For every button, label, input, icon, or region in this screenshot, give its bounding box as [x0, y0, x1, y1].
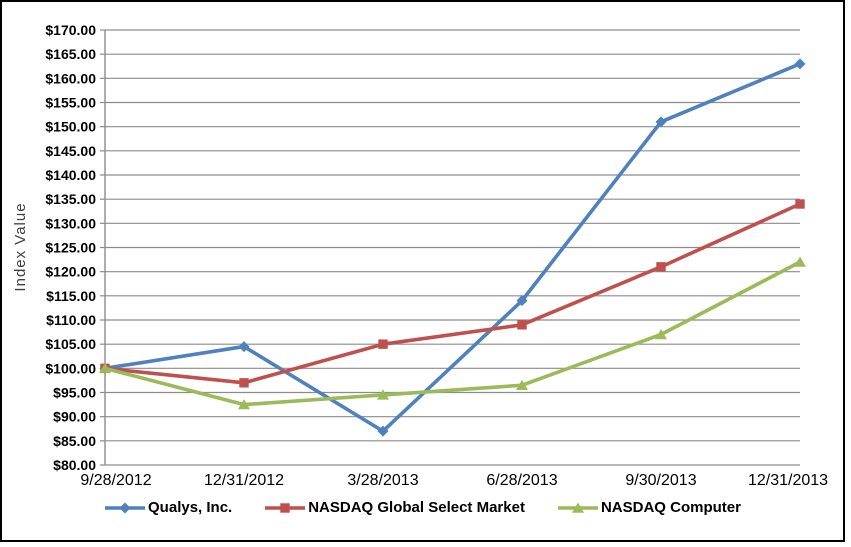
legend: Qualys, Inc. NASDAQ Global Select Market…: [2, 499, 843, 516]
data-point-triangle: [794, 256, 806, 267]
legend-item-nasdaq-global-select: NASDAQ Global Select Market: [264, 499, 525, 516]
data-point-diamond: [377, 425, 389, 437]
data-point-triangle: [655, 329, 667, 340]
data-point-square: [656, 262, 666, 272]
data-point-triangle: [99, 362, 111, 374]
series-line: [103, 202, 802, 385]
data-point-diamond: [794, 58, 806, 70]
data-point-triangle: [377, 389, 389, 400]
y-tick-label: $85.00: [53, 433, 96, 449]
y-tick-label: $100.00: [45, 360, 96, 376]
x-tick-label: 6/28/2013: [486, 472, 557, 489]
y-tick-label: $125.00: [45, 240, 96, 256]
x-tick-label: 12/31/2013: [748, 472, 828, 489]
y-tick-label: $120.00: [45, 264, 96, 280]
y-tick-label: $145.00: [45, 143, 96, 159]
y-tick-label: $150.00: [45, 119, 96, 135]
data-point-square: [378, 339, 388, 349]
performance-line-chart: $170.00 $165.00 $160.00 $155.00 $150.00 $145.…: [45, 22, 828, 489]
gridlines: [105, 29, 800, 466]
data-point-diamond: [238, 341, 250, 353]
series-triangle: [99, 256, 806, 410]
legend-marker-triangle-icon: [557, 502, 598, 513]
y-tick-label: $155.00: [45, 95, 96, 111]
legend-label-nasdaq-computer: NASDAQ Computer: [600, 499, 741, 516]
x-tick-label: 12/31/2012: [204, 472, 284, 489]
series-square: [100, 199, 805, 388]
y-tick-label: $80.00: [53, 457, 96, 473]
y-tick-label: $95.00: [53, 385, 96, 401]
series-line: [103, 62, 802, 433]
legend-label-nasdaq-global-select: NASDAQ Global Select Market: [308, 499, 525, 516]
data-point-triangle: [238, 399, 250, 410]
data-point-square: [517, 320, 527, 330]
x-tick-label: 9/28/2012: [80, 472, 151, 489]
x-tick-label: 3/28/2013: [347, 472, 418, 489]
data-point-diamond: [119, 502, 131, 513]
y-tick-label: $135.00: [45, 191, 96, 207]
data-point-triangle: [516, 379, 528, 390]
data-point-square: [239, 378, 249, 388]
data-point-diamond: [516, 295, 528, 307]
legend-label-qualys: Qualys, Inc.: [148, 499, 233, 516]
y-tick-label: $160.00: [45, 70, 96, 86]
data-point-square: [280, 502, 290, 513]
legend-marker-diamond-icon: [105, 502, 146, 513]
y-axis-ticks: $170.00 $165.00 $160.00 $155.00 $150.00 $145.…: [45, 22, 105, 473]
y-tick-label: $105.00: [45, 336, 96, 352]
y-tick-label: $140.00: [45, 167, 96, 183]
y-tick-label: $165.00: [45, 46, 96, 62]
legend-marker-square-icon: [265, 502, 306, 513]
legend-item-qualys: Qualys, Inc.: [104, 499, 232, 516]
y-tick-label: $130.00: [45, 215, 96, 231]
series-line: [103, 260, 802, 407]
y-tick-label: $90.00: [53, 409, 96, 425]
y-tick-label: $115.00: [46, 288, 96, 304]
y-axis-title: Index Value: [12, 202, 29, 292]
y-tick-label: $110.00: [46, 312, 96, 328]
y-tick-label: $170.00: [45, 22, 96, 38]
data-point-square: [795, 199, 805, 209]
x-axis-labels: 9/28/2012 12/31/2012 3/28/2013 6/28/2013 9/3…: [80, 472, 828, 489]
legend-item-nasdaq-computer: NASDAQ Computer: [557, 499, 741, 516]
data-point-diamond: [655, 116, 667, 128]
x-tick-label: 9/30/2013: [625, 472, 696, 489]
data-point-triangle: [571, 502, 584, 513]
